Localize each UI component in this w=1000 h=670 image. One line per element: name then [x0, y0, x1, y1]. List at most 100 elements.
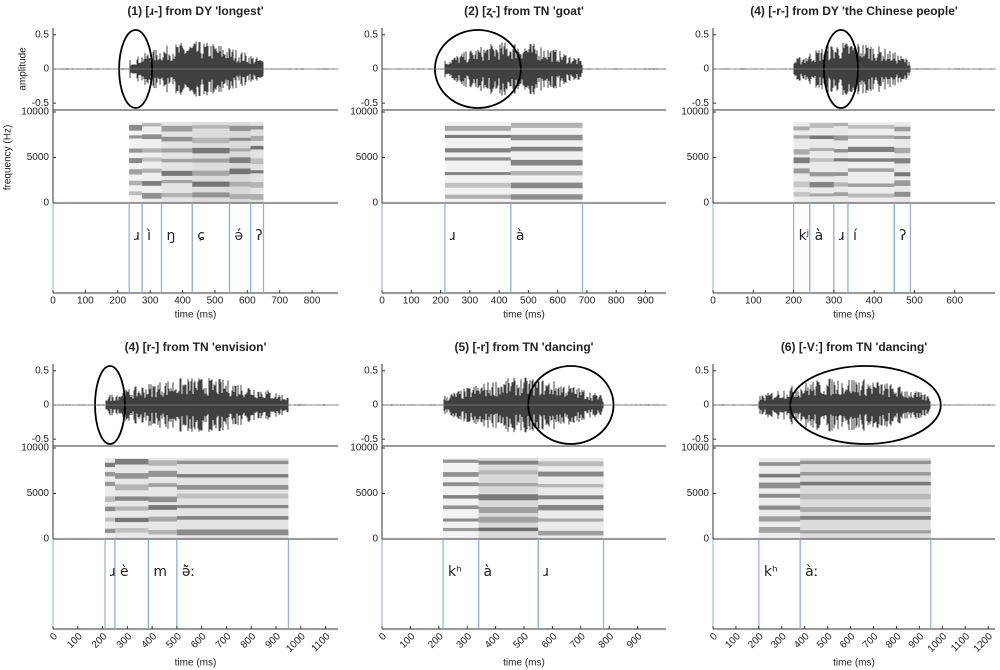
- spectrogram-band: [176, 504, 289, 509]
- spectrogram-band: [250, 182, 264, 188]
- spectrogram-band: [894, 135, 911, 140]
- x-tick-label: 0: [710, 296, 716, 307]
- y-tick-label: 0: [703, 64, 709, 75]
- spectrogram-band: [105, 517, 115, 522]
- spectrogram-band: [478, 460, 539, 465]
- spectrogram-band: [105, 462, 115, 468]
- spectrogram-band: [833, 158, 848, 162]
- y-tick-label: 0: [43, 534, 49, 545]
- spectrogram-band: [793, 191, 810, 197]
- spectrogram-noise: [229, 122, 251, 203]
- x-tick-label: 600: [549, 296, 566, 307]
- spectrogram-band: [229, 137, 251, 141]
- x-tick-label: 500: [207, 296, 224, 307]
- spectrogram-band: [250, 194, 264, 200]
- spectrogram-band: [142, 192, 162, 199]
- spectrogram-band: [833, 135, 848, 141]
- panel-title: (1) [ɹ-] from DY 'longest': [127, 4, 263, 18]
- x-tick-label: 600: [189, 631, 209, 651]
- y-tick-label: -0.5: [692, 434, 710, 445]
- spectrogram-band: [847, 158, 895, 162]
- spectrogram-band: [148, 460, 177, 466]
- spectrogram-band: [758, 473, 801, 478]
- spectrogram-band: [114, 459, 149, 465]
- spectrogram-band: [229, 168, 251, 175]
- spectrogram-band: [444, 134, 511, 138]
- spectrogram-band: [229, 157, 251, 164]
- spectrogram-band: [800, 460, 931, 465]
- spectrogram-band: [847, 183, 895, 187]
- x-axis-label: time (ms): [833, 658, 875, 669]
- spectrogram-noise: [161, 122, 193, 203]
- spectrogram-noise: [510, 122, 583, 203]
- spectrogram-band: [793, 126, 810, 131]
- spectrogram-noise: [176, 458, 289, 539]
- spectrogram-band: [176, 460, 289, 465]
- x-axis-label: time (ms): [503, 658, 545, 669]
- x-tick-label: 700: [568, 631, 588, 651]
- spectrogram-band: [192, 192, 230, 198]
- segment-label: ɹ: [450, 228, 456, 244]
- spectrogram-band: [105, 506, 115, 512]
- spectrogram-band: [478, 527, 539, 532]
- spectrogram-band: [793, 135, 810, 139]
- spectrogram-band: [809, 123, 834, 128]
- segment-label: àː: [805, 564, 818, 580]
- x-axis-label: time (ms): [503, 310, 545, 321]
- y-axis-label: frequency (Hz): [3, 125, 14, 191]
- segment-label: ì: [146, 228, 151, 244]
- spectrogram-band: [142, 168, 162, 173]
- spectrogram-band: [176, 474, 289, 478]
- spectrogram-band: [478, 494, 539, 501]
- spectrogram-band: [800, 507, 931, 513]
- segment-label: ɹ: [839, 228, 845, 244]
- spectrogram-band: [800, 515, 931, 520]
- spectrogram-band: [161, 179, 193, 184]
- x-tick-label: 900: [625, 631, 645, 651]
- y-tick-label: -0.5: [32, 434, 50, 445]
- spectrogram-band: [510, 182, 583, 189]
- spectrogram-band: [793, 149, 810, 155]
- x-tick-label: 700: [214, 631, 234, 651]
- x-tick-label: 300: [826, 296, 843, 307]
- x-tick-label: 500: [520, 296, 537, 307]
- spectrogram-band: [444, 148, 511, 153]
- spectrogram-noise: [444, 122, 511, 203]
- y-tick-label: 0.5: [364, 29, 378, 40]
- x-tick-label: 700: [861, 631, 881, 651]
- segment-label: ʔ: [256, 228, 263, 244]
- spectrogram-band: [192, 147, 230, 154]
- spectrogram-band: [161, 136, 193, 142]
- x-tick-label: 1000: [284, 631, 308, 655]
- spectrogram-band: [800, 530, 931, 534]
- spectrogram-band: [478, 516, 539, 523]
- x-tick-label: 200: [432, 296, 449, 307]
- spectrogram-band: [176, 493, 289, 499]
- spectrogram-noise: [538, 458, 604, 539]
- spectrogram-noise: [114, 458, 149, 539]
- y-tick-label: 10000: [350, 443, 378, 454]
- spectrogram-band: [809, 158, 834, 162]
- spectrogram-band: [444, 157, 511, 161]
- segment-label: kʲ: [799, 228, 810, 244]
- spectrogram-band: [105, 496, 115, 502]
- spectrogram-band: [161, 148, 193, 153]
- x-tick-label: 0: [50, 296, 56, 307]
- spectrogram-band: [758, 462, 801, 466]
- spectrogram-band: [444, 194, 511, 199]
- spectrogram-band: [758, 505, 801, 510]
- x-axis-label: time (ms): [175, 310, 217, 321]
- spectrogram-band: [510, 134, 583, 141]
- y-tick-label: 0: [372, 198, 378, 209]
- segment-label: ʔ: [899, 228, 906, 244]
- x-tick-label: 400: [866, 296, 883, 307]
- spectrogram-band: [129, 158, 143, 164]
- x-tick-label: 0: [377, 631, 389, 643]
- spectrogram-band: [148, 516, 177, 522]
- spectrogram-band: [847, 193, 895, 198]
- y-tick-label: 0: [703, 198, 709, 209]
- spectrogram-noise: [758, 458, 801, 539]
- y-tick-label: 0: [372, 400, 378, 411]
- spectrogram-noise: [148, 458, 177, 539]
- x-tick-label: 1100: [310, 631, 333, 654]
